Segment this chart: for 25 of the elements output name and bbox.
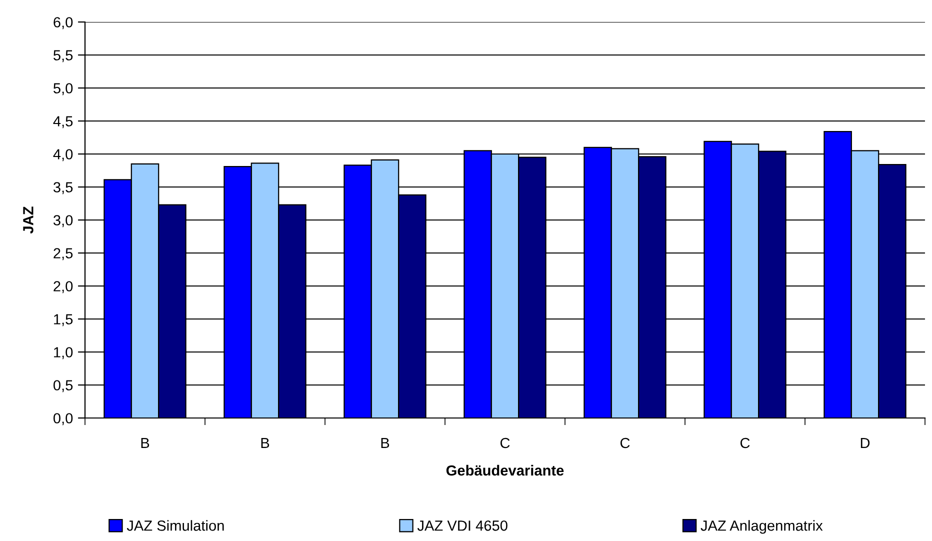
y-axis-title: JAZ [23, 206, 34, 234]
x-tick-label: C [740, 438, 750, 448]
x-tick-label: B [381, 438, 390, 448]
y-tick-label: 5,5 [54, 50, 73, 62]
y-tick-label: 0,5 [53, 380, 73, 392]
legend-label: JAZ Simulation [126, 520, 224, 531]
y-tick-label: 4,5 [53, 116, 73, 128]
y-tick-label: 3,0 [53, 215, 73, 228]
y-tick-label: 1,0 [54, 347, 73, 360]
y-tick-label: 1,5 [54, 314, 73, 326]
x-tick-label: B [141, 438, 150, 448]
y-tick-label: 3,5 [53, 182, 73, 194]
x-axis-title: Gebäudevariante [446, 464, 564, 476]
y-tick-label: 4,0 [53, 149, 73, 162]
y-tick-label: 6,0 [54, 17, 73, 30]
x-tick-label: C [500, 438, 510, 448]
y-tick-label: 0,0 [53, 413, 73, 426]
x-tick-label: D [860, 438, 870, 448]
x-tick-label: B [261, 438, 270, 448]
y-tick-label: 5,0 [54, 83, 73, 96]
x-tick-label: C [620, 438, 630, 448]
y-tick-label: 2,0 [54, 281, 73, 294]
legend-label: JAZ VDI 4650 [417, 520, 508, 531]
legend-label: JAZ Anlagenmatrix [700, 520, 823, 534]
y-tick-label: 2,5 [54, 248, 73, 260]
